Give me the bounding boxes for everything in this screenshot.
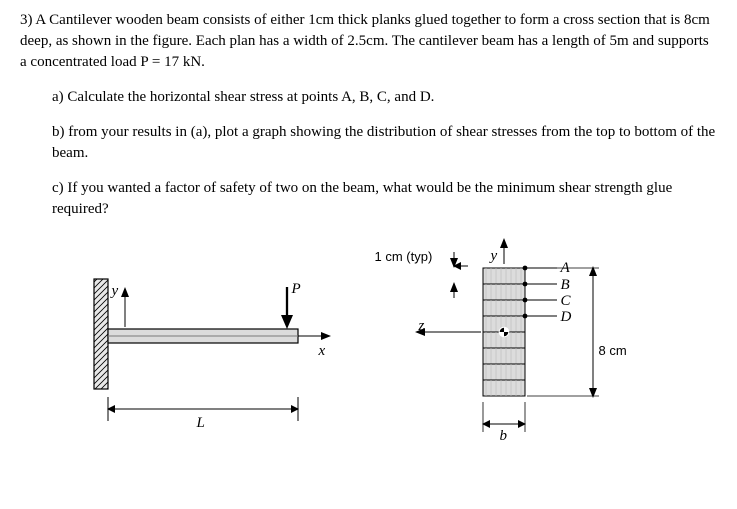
part-c: c) If you wanted a factor of safety of t… [52,178,717,220]
label-x: x [319,341,326,362]
figure-row: y P x L [20,234,717,454]
figure-cantilever: y P x L [79,249,339,439]
figure-cross-section: 1 cm (typ) y z b 8 cm A B C D [359,234,659,454]
label-b: b [500,426,508,447]
label-depth: 8 cm [599,342,627,360]
cantilever-svg [79,249,339,439]
point-label-D: D [561,307,572,328]
parts-container: a) Calculate the horizontal shear stress… [20,87,717,220]
part-a: a) Calculate the horizontal shear stress… [52,87,717,108]
label-P: P [292,279,301,300]
label-z: z [419,316,425,337]
label-thickness: 1 cm (typ) [375,248,433,266]
label-y-right: y [491,246,498,267]
label-y-left: y [112,281,119,302]
part-b: b) from your results in (a), plot a grap… [52,122,717,164]
label-L: L [197,413,205,434]
problem-stem: 3) A Cantilever wooden beam consists of … [20,10,717,73]
